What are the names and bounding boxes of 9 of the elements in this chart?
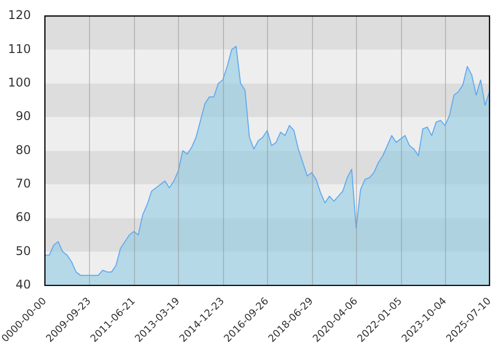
y-tick-label: 100 <box>8 75 31 90</box>
y-tick-label: 80 <box>16 142 31 157</box>
y-tick-label: 90 <box>16 109 31 124</box>
y-tick-label: 40 <box>16 278 31 292</box>
y-tick-label: 50 <box>16 244 31 258</box>
y-tick-label: 60 <box>16 210 31 224</box>
y-tick-label: 120 <box>8 8 31 22</box>
y-tick-label: 110 <box>8 42 31 56</box>
y-tick-label: 70 <box>16 176 31 191</box>
